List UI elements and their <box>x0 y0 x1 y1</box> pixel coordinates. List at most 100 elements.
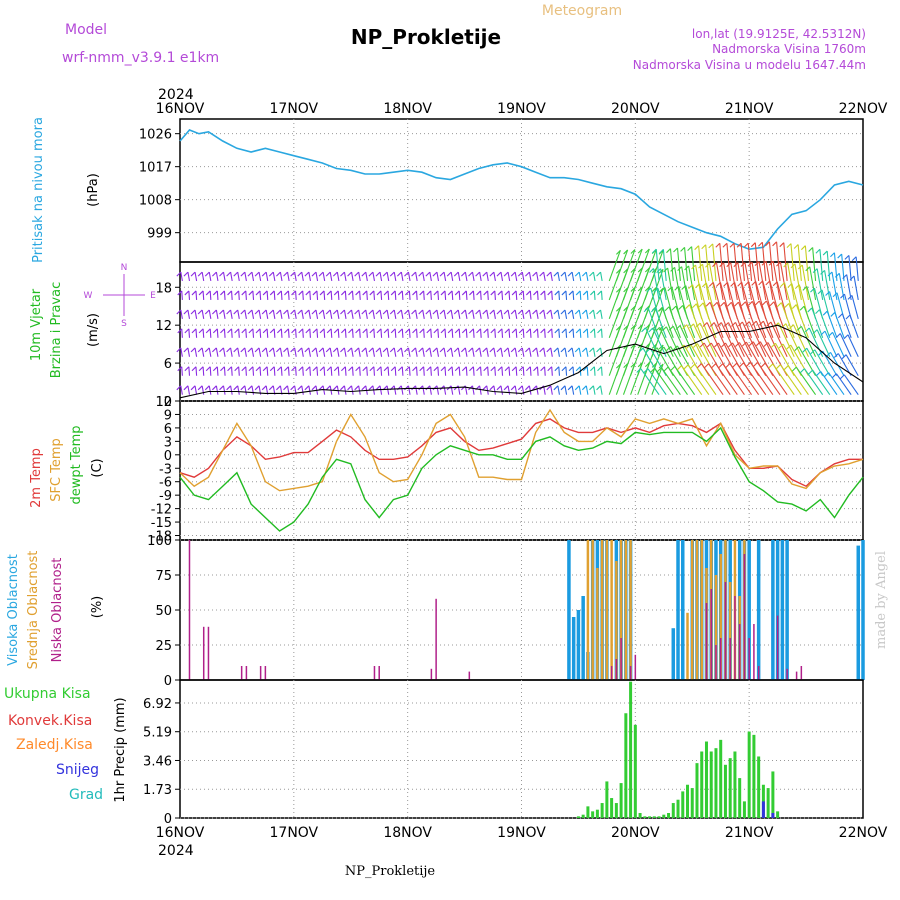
wind-barb <box>230 347 233 357</box>
temp-dewpt-line <box>179 426 864 532</box>
cloud-high-bar <box>567 540 571 680</box>
wind-barb-flag <box>503 347 509 353</box>
wind-barb <box>294 347 297 357</box>
wind-barb <box>551 328 553 338</box>
wind-barb-flag <box>568 290 574 296</box>
wind-barb-flag <box>735 342 740 347</box>
wind-barb <box>308 271 311 282</box>
cloud-mid-bar <box>610 540 613 680</box>
wind-barb-flag <box>254 385 260 391</box>
wind-barb-flag <box>532 271 537 277</box>
wind-barb <box>637 248 650 282</box>
wind-barb <box>323 290 326 300</box>
wind-barb <box>494 328 496 338</box>
wind-barb-flag <box>227 366 232 372</box>
cloud-mid-bar <box>624 540 628 680</box>
cloud-low-bar <box>264 666 267 680</box>
wind-barb-flag <box>517 271 523 277</box>
wind-barb <box>806 347 824 377</box>
y-tick-label: 3.46 <box>143 754 172 769</box>
wind-barb-flag <box>311 271 317 277</box>
wind-barb-flag <box>699 342 705 348</box>
precip-total-bar <box>605 781 609 818</box>
wind-barb-flag <box>425 347 431 353</box>
precip-total-bar <box>752 734 756 818</box>
wind-barb <box>244 347 247 357</box>
wind-barb-flag <box>325 271 331 277</box>
wind-barb-flag <box>657 367 662 372</box>
wind-barb-flag <box>797 264 803 270</box>
precip-total-bar <box>600 803 604 818</box>
wind-barb-flag <box>808 369 813 375</box>
wind-barb <box>529 366 532 376</box>
wind-barb <box>772 261 781 301</box>
wind-barb-flag <box>233 271 239 277</box>
wind-barb-flag <box>418 309 424 315</box>
wind-barb-flag <box>326 328 332 334</box>
wind-barb <box>329 347 333 357</box>
wind-barb <box>286 271 290 282</box>
y-tick-label: 1.73 <box>143 783 172 798</box>
wind-barb <box>216 328 219 338</box>
wind-barb-flag <box>418 271 424 277</box>
wind-barb-flag <box>412 328 417 334</box>
wind-barb-flag <box>623 268 629 274</box>
wind-barb <box>528 309 532 319</box>
wind-barb-flag <box>376 328 382 334</box>
wind-barb <box>464 271 468 282</box>
wind-barb-flag <box>447 366 453 372</box>
x-tick-label-top: 21NOV <box>725 101 774 117</box>
y-tick-label: 999 <box>147 227 172 242</box>
wind-barb-flag <box>832 292 838 298</box>
wind-barb-flag <box>276 290 282 296</box>
wind-barb <box>208 309 212 319</box>
wind-barb-flag <box>673 247 678 253</box>
wind-barb-flag <box>844 255 850 260</box>
wind-barb-flag <box>376 290 382 296</box>
wind-barb-flag <box>540 366 545 372</box>
compass-e-label: E <box>150 291 156 301</box>
wind-barb-flag <box>204 271 210 277</box>
wind-barb <box>301 309 304 319</box>
wind-barb <box>772 363 795 395</box>
cloud-low-bar <box>202 626 205 680</box>
wind-barb <box>358 385 361 395</box>
panel-frame <box>179 118 864 263</box>
wind-barb-flag <box>227 328 232 334</box>
wind-barb <box>322 347 326 357</box>
wind-barb-flag <box>637 286 643 292</box>
wind-barb-flag <box>333 366 339 372</box>
wind-barb-flag <box>291 366 296 372</box>
wind-barb-flag <box>511 366 517 372</box>
wind-barb <box>719 243 724 282</box>
wind-barb <box>315 271 319 282</box>
wind-barb <box>797 244 802 282</box>
wind-barb-flag <box>268 347 274 353</box>
wind-barb <box>464 309 468 319</box>
model-label: Model <box>65 22 107 38</box>
wind-barb <box>471 271 475 282</box>
wind-barb <box>578 309 582 319</box>
wind-barb <box>408 366 411 376</box>
wind-barb-flag <box>240 271 246 277</box>
wind-barb <box>365 309 368 319</box>
cloud-low-bar <box>245 666 248 680</box>
wind-barb-flag <box>219 385 224 391</box>
wind-barb <box>487 328 489 338</box>
wind-barb-flag <box>461 290 467 296</box>
wind-barb <box>180 347 183 357</box>
wind-barb <box>515 290 518 300</box>
wind-barb <box>443 309 447 319</box>
wind-barb <box>702 264 710 301</box>
wind-barb-flag <box>419 290 425 296</box>
wind-barb-flag <box>461 271 466 277</box>
wind-barb-flag <box>510 309 516 315</box>
wind-barb <box>700 363 724 395</box>
wind-barb-flag <box>827 271 833 277</box>
wind-barb-flag <box>664 306 670 312</box>
wind-barb <box>400 347 404 357</box>
wind-barb-flag <box>390 290 396 296</box>
wind-barb <box>764 362 788 395</box>
wind-barb-flag <box>539 271 545 277</box>
wind-barb <box>415 385 418 395</box>
